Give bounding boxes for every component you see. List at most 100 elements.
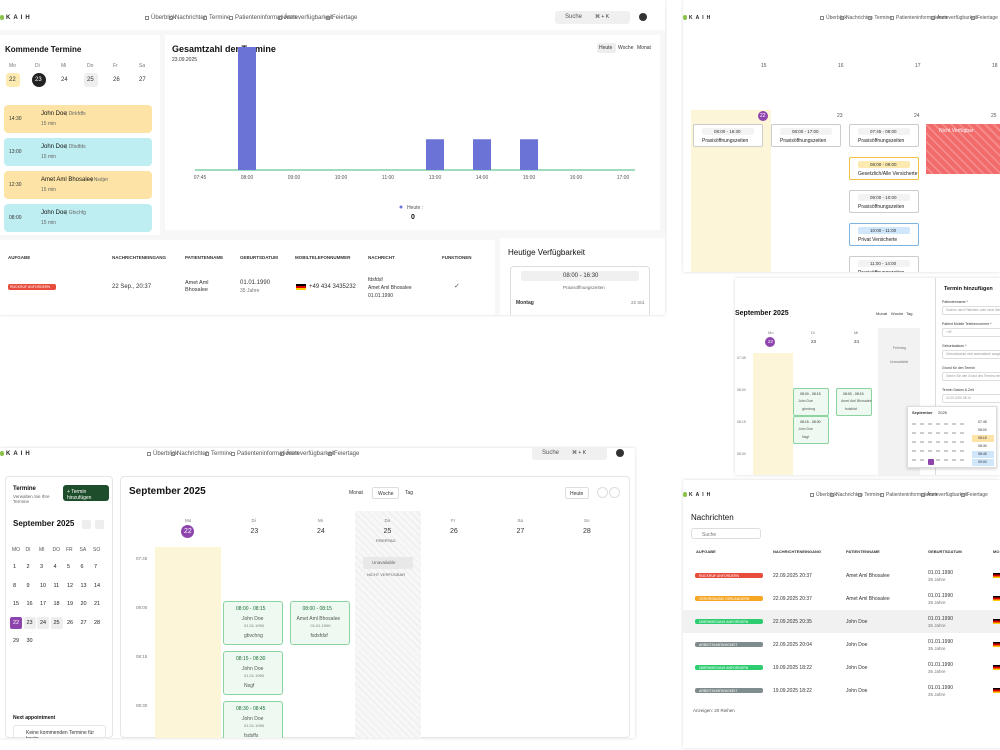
nav-item[interactable]: Überblick	[151, 15, 177, 21]
tab[interactable]: Monat	[635, 43, 654, 53]
nav-item[interactable]: Nachrichten	[175, 15, 208, 21]
next-button[interactable]	[609, 487, 620, 498]
nav-item[interactable]: Überblick	[816, 492, 837, 498]
mini-day[interactable]: 23	[26, 619, 33, 626]
view-tab[interactable]: Woche	[372, 487, 399, 499]
nav-item[interactable]: Termine	[209, 15, 231, 21]
action-icon[interactable]: ✓	[454, 283, 460, 290]
view-tab[interactable]: Tag	[400, 487, 427, 499]
mini-day[interactable]: 3	[40, 564, 44, 570]
view-tab[interactable]: Woche	[891, 311, 904, 316]
nav-item[interactable]: Patienteninformationen	[896, 15, 948, 21]
tab[interactable]: Heute	[597, 43, 616, 53]
nav-icon	[205, 452, 209, 456]
nav-item[interactable]: Überblick	[826, 15, 847, 21]
nav-item[interactable]: Nachrichten	[177, 451, 210, 457]
mini-day[interactable]: 5	[67, 564, 71, 570]
nav-item[interactable]: Patienteninformationen	[886, 492, 938, 498]
view-tab[interactable]: Monat	[876, 311, 888, 316]
mini-day[interactable]: 6	[80, 564, 84, 570]
mini-day[interactable]: 8	[13, 582, 17, 589]
appointment-card[interactable]: 08:00 John Doe | Gfschfg 15 min	[4, 204, 152, 232]
mini-day[interactable]: 2	[26, 564, 30, 570]
nav-item[interactable]: Nachrichten	[836, 492, 863, 498]
appointment-card[interactable]: 14:30 John Doe | Dirkfdfs 15 min	[4, 105, 152, 133]
mini-day[interactable]: 10	[40, 582, 47, 589]
mini-day[interactable]: 25	[53, 619, 60, 626]
mini-day[interactable]: 9	[26, 582, 30, 589]
mini-day[interactable]: 15	[13, 601, 20, 607]
nav-item[interactable]: Ärzteverfügbarkeit	[936, 15, 978, 21]
event-note: Nsgf	[802, 435, 810, 439]
mini-day[interactable]: 30	[26, 638, 33, 644]
mini-day[interactable]: 29	[13, 638, 20, 644]
input-field[interactable]: 24.09.2025 08:15	[942, 394, 1000, 403]
next-button[interactable]	[95, 520, 104, 529]
mini-day[interactable]: 19	[67, 601, 74, 607]
mini-day[interactable]: 17	[40, 601, 47, 607]
time-option[interactable]	[972, 435, 994, 442]
day-chip[interactable]	[84, 73, 98, 87]
mini-day[interactable]: 14	[94, 582, 101, 589]
nav-item[interactable]: Patienteninformationen	[235, 15, 297, 21]
mini-day[interactable]: 1	[13, 564, 17, 570]
mini-day[interactable]: 28	[94, 619, 101, 626]
nav-item[interactable]: Patienteninformationen	[237, 451, 299, 457]
mini-day[interactable]: 16	[26, 601, 33, 607]
mini-day[interactable]: 11	[53, 582, 60, 589]
view-tab[interactable]: Tag	[906, 311, 913, 316]
mini-day[interactable]: 20	[80, 601, 87, 607]
event-card[interactable]: 08:15 - 08:30 John Doe 01.01.1990 Nsgf	[223, 651, 283, 695]
mini-day[interactable]: 12	[67, 582, 74, 589]
mini-day[interactable]: 24	[40, 619, 47, 626]
nav-item[interactable]: Termine	[874, 15, 893, 21]
nav-item[interactable]: Ärzteverfügbarkeit	[926, 492, 968, 498]
mini-day[interactable]: 21	[94, 601, 101, 607]
nav-item[interactable]: Feiertage	[976, 15, 998, 21]
mini-day[interactable]: 26	[67, 619, 74, 626]
mini-day[interactable]: 4	[53, 564, 57, 570]
appointment-card[interactable]: 12:30 Amet Aml Bhosalee | Nsdjer 15 min	[4, 171, 152, 199]
event-card[interactable]: 08:00 - 08:15 John Doe 01.01.1990 gbvchng	[223, 601, 283, 645]
search-box[interactable]: Suche	[691, 528, 761, 539]
mini-day[interactable]: 27	[80, 619, 87, 626]
user-avatar[interactable]	[616, 449, 624, 457]
mini-day[interactable]: 18	[53, 601, 60, 607]
input-field[interactable]: +49	[942, 328, 1000, 337]
day-chip[interactable]	[32, 73, 46, 87]
input-field[interactable]: Geburtsdatum wird automatisch ausgefüllt	[942, 350, 1000, 359]
block-time: 08:00 - 09:00	[870, 162, 897, 167]
nav-item[interactable]: Feiertage	[334, 451, 360, 457]
availability-block: 07:45 - 08:00 Praxisöffnungszeiten	[849, 124, 919, 147]
nav-item[interactable]: Termine	[211, 451, 233, 457]
user-avatar[interactable]	[639, 13, 647, 21]
prev-button[interactable]	[597, 487, 608, 498]
search-box[interactable]: Suche ⌘ + K	[532, 448, 607, 460]
pagination-size[interactable]: Anzeigen: 20 Reihen	[693, 708, 735, 713]
appointment-card[interactable]: 13:00 John Doe | Dfsdfds 15 min	[4, 138, 152, 166]
view-tab[interactable]: Monat	[344, 487, 371, 499]
time-option[interactable]	[972, 451, 994, 458]
week-number: 18	[992, 63, 998, 69]
nav-item[interactable]: Ärzteverfügbarkeit	[284, 15, 333, 21]
day-chip[interactable]	[6, 73, 20, 87]
event-card[interactable]: 08:30 - 08:45 John Doe 01.01.1990 fsdsffs	[223, 701, 283, 738]
add-button[interactable]: + Termin hinzufügen	[63, 485, 109, 501]
prev-button[interactable]	[82, 520, 91, 529]
tab[interactable]: Woche	[616, 43, 635, 53]
input-field[interactable]: Geben Sie den Grund des Termins ein	[942, 372, 1000, 381]
nav-item[interactable]: Ärzteverfügbarkeit	[286, 451, 335, 457]
mini-day[interactable]: 22	[13, 619, 20, 626]
nav-item[interactable]: Nachrichten	[846, 15, 873, 21]
nav-item[interactable]: Termine	[864, 492, 883, 498]
time-option[interactable]	[972, 459, 994, 466]
event-card[interactable]: 08:00 - 08:15 Amet Aml Bhosalee 01.01.1990…	[289, 601, 350, 645]
search-box[interactable]: Suche ⌘ + K	[555, 11, 630, 24]
nav-item[interactable]: Überblick	[153, 451, 179, 457]
mini-day[interactable]: 7	[94, 564, 98, 570]
nav-item[interactable]: Feiertage	[332, 15, 358, 21]
nav-item[interactable]: Feiertage	[966, 492, 988, 498]
input-field[interactable]: Suchen nach Patienten oder neue Name	[942, 306, 1000, 315]
mini-day[interactable]: 13	[80, 582, 87, 589]
today-button[interactable]: Heute	[565, 487, 589, 499]
